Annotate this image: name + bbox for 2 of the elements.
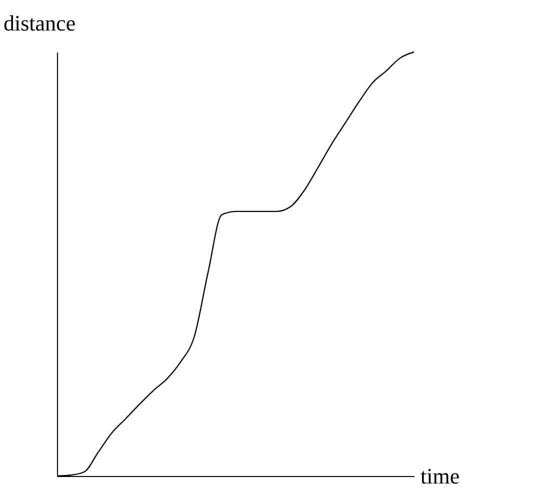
x-axis-title: time [420,464,460,488]
y-axis-title: distance [4,10,76,36]
